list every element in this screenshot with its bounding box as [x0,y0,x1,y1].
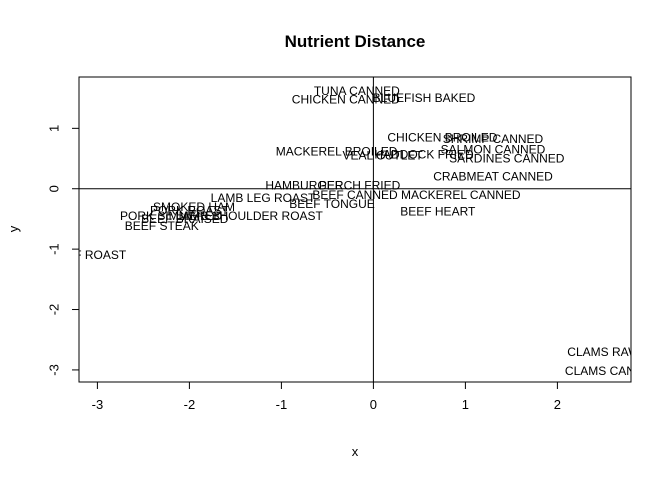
point-label: HAMBURGER [265,179,343,193]
point-label: SMOKED HAM [153,200,235,214]
point-label: SALMON CANNED [441,142,546,156]
point-label: BEEF ROAST [50,248,127,262]
point-label: CRABMEAT CANNED [433,170,553,184]
point-label: SARDINES CANNED [449,152,565,166]
point-label: PORK ROAST [150,203,229,217]
x-tick-label: 1 [462,397,469,412]
point-label: BLUEFISH BAKED [373,91,476,105]
y-axis: -3 -2 -1 0 1 [47,125,80,376]
y-tick-label: 0 [47,185,62,192]
point-label: VEAL CUTLET [342,149,423,163]
point-label: CHICKEN CANNED [292,92,400,106]
x-tick-label: -2 [184,397,196,412]
point-label: BEEF HEART [400,205,476,219]
x-tick-label: -3 [92,397,104,412]
point-label: BEEF BRAISED [141,212,229,226]
point-label: CLAMS CANNED [565,364,661,378]
point-label: PERCH FRIED [319,179,401,193]
x-axis-label: x [352,444,359,459]
point-label: CHICKEN BROILED [387,130,497,144]
y-axis-label: y [6,225,21,232]
chart-title: Nutrient Distance [285,32,426,51]
x-axis: -3 -2 -1 0 1 2 [92,381,561,412]
y-tick-label: -1 [47,243,62,255]
point-label: HADDOCK FRIED [374,147,474,161]
x-tick-label: 0 [370,397,377,412]
y-tick-label: -2 [47,304,62,316]
point-label: BEEF STEAK [125,219,199,233]
x-tick-label: -1 [276,397,288,412]
point-label: TUNA CANNED [314,84,400,98]
point-label: BEEF TONGUE [289,197,375,211]
point-label: LAMB LEG ROAST [211,191,316,205]
point-label: SHRIMP CANNED [443,132,544,146]
point-label: LAMB SHOULDER ROAST [176,209,324,223]
point-label: PORK SIMMERED [120,209,222,223]
x-tick-label: 2 [554,397,561,412]
point-label: BEEF CANNED [312,188,398,202]
y-tick-label: 1 [47,125,62,132]
y-tick-label: -3 [47,364,62,376]
point-label: CLAMS RAW [567,345,640,359]
point-label: MACKEREL CANNED [401,188,521,202]
point-label: MACKEREL BROILED [276,144,398,158]
